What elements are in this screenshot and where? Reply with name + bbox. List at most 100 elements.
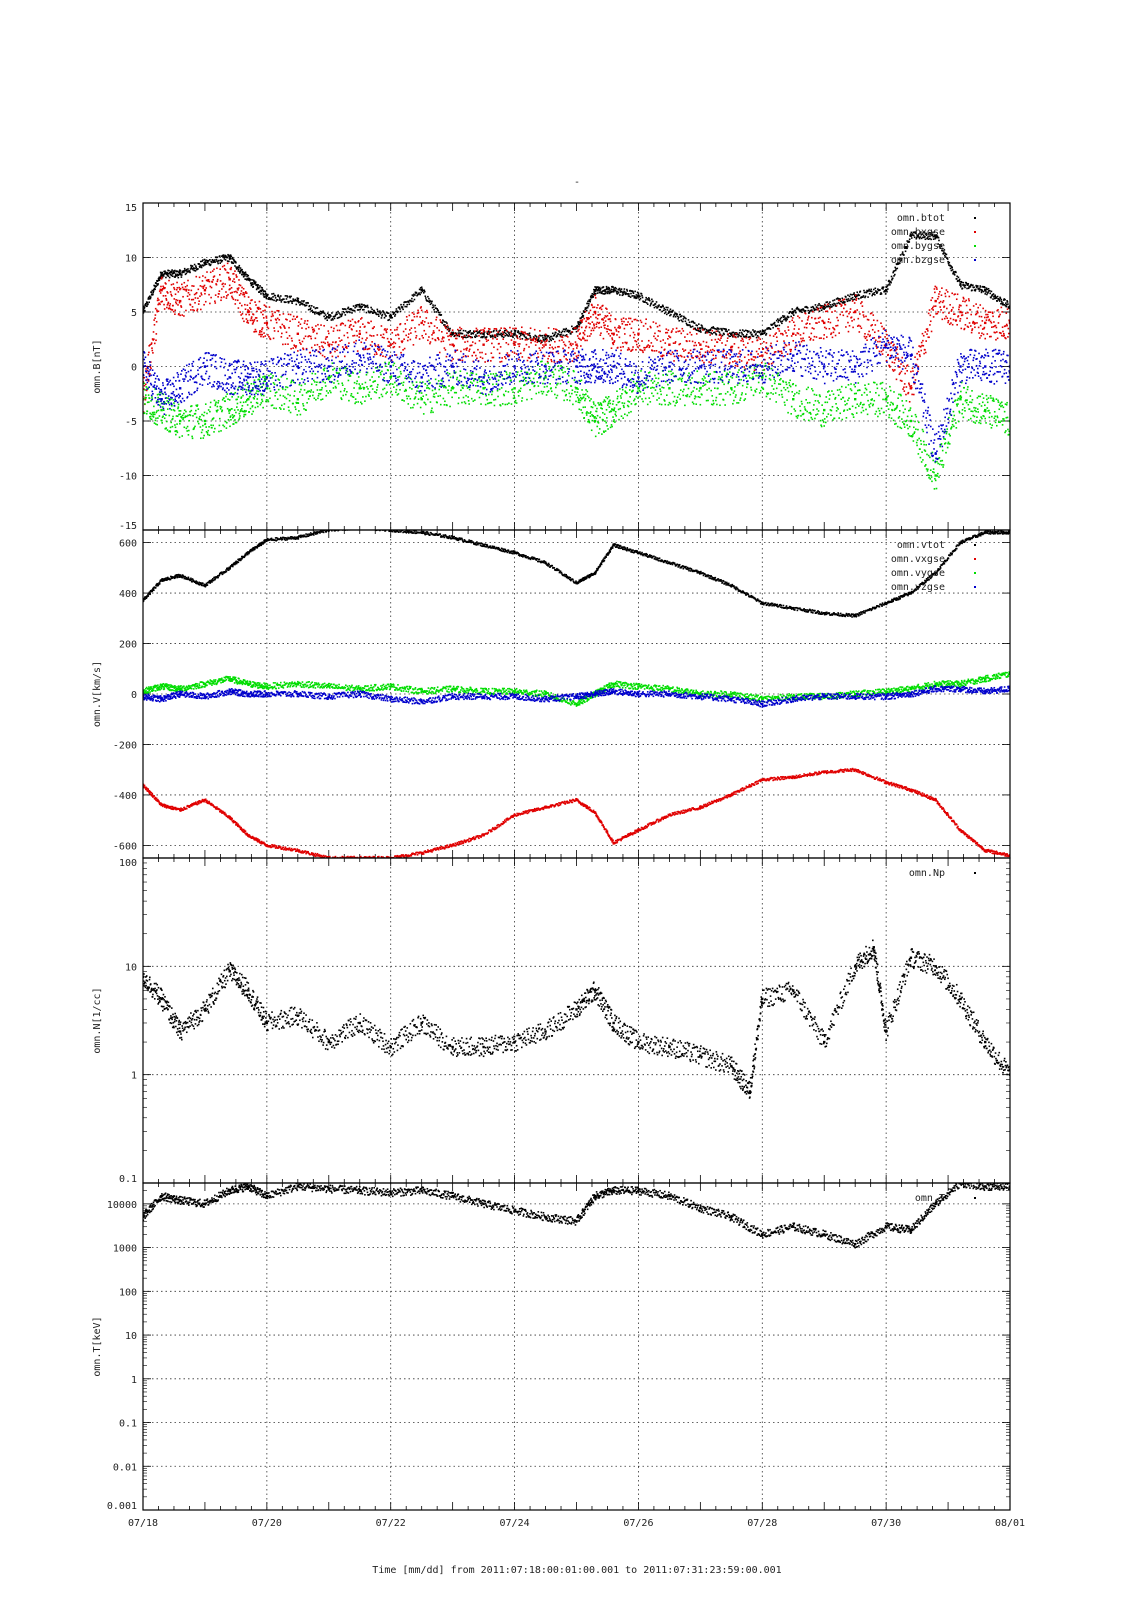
data-point [451,396,453,399]
data-point [742,335,745,338]
data-point [976,322,978,324]
data-point [170,295,173,297]
data-point [304,383,306,385]
data-point [258,374,261,377]
data-point [960,285,962,288]
data-point [198,417,200,420]
data-point [709,334,711,336]
data-point [196,404,199,406]
data-point [618,336,621,339]
data-point [498,342,500,345]
data-point [895,378,898,381]
data-point [717,350,719,353]
data-point [784,317,786,319]
data-point [952,272,954,275]
data-point [165,276,167,279]
data-point [301,340,304,343]
data-point [152,352,154,354]
data-point [324,317,326,320]
data-point [464,355,467,357]
data-point [503,331,506,334]
data-point [243,273,246,275]
data-point [1002,335,1005,337]
data-point [504,334,507,337]
data-point [216,280,219,283]
data-point [148,344,150,347]
data-point [630,350,632,352]
data-point [631,290,634,293]
data-point [521,356,524,358]
data-point [594,292,597,295]
data-point [722,332,725,335]
data-point [261,287,264,289]
data-point [775,336,778,339]
data-point [226,407,229,410]
data-point [724,330,727,332]
data-point [167,269,169,272]
data-point [166,306,168,309]
data-point [382,355,384,357]
data-point [825,306,828,308]
data-point [514,330,516,333]
data-point [256,402,259,405]
data-point [201,413,203,416]
data-point [387,312,390,315]
data-point [618,288,620,291]
data-point [936,312,939,315]
data-point [890,348,893,351]
data-point [647,299,650,301]
data-point [337,310,339,313]
data-point [881,286,884,289]
data-point [411,311,414,314]
data-point [280,376,283,378]
data-point [880,292,882,294]
data-point [545,337,548,339]
data-point [938,245,941,248]
data-point [216,256,219,259]
data-point [875,290,877,292]
data-point [861,305,864,307]
data-point [251,323,254,325]
data-point [921,344,923,347]
data-point [422,413,425,415]
data-point [827,305,830,307]
data-point [673,355,676,358]
data-point [500,334,503,337]
data-point [959,320,961,322]
data-point [482,393,484,396]
data-point [671,330,673,332]
data-point [708,329,710,331]
data-point [616,334,618,336]
data-point [754,334,757,336]
data-point [361,317,363,319]
data-point [326,312,329,315]
data-point [186,284,188,287]
data-point [157,303,159,306]
data-point [365,339,367,341]
data-point [225,297,228,299]
data-point [199,295,201,298]
data-point [563,343,566,346]
data-point [284,295,287,297]
data-point [251,413,253,415]
data-point [346,370,349,373]
data-point [450,331,453,334]
data-point [295,345,298,347]
data-point [932,309,935,311]
data-point [694,341,696,344]
data-point [191,435,193,438]
data-point [262,293,265,296]
data-point [437,395,439,397]
data-point [276,298,278,301]
data-point [851,293,853,296]
data-point [948,295,951,298]
data-point [412,319,414,322]
data-point [194,270,197,272]
data-point [153,342,156,345]
data-point [857,324,860,327]
data-point [952,306,954,309]
data-point [950,266,953,268]
data-point [966,325,969,328]
data-point [959,317,962,320]
data-point [750,352,752,354]
